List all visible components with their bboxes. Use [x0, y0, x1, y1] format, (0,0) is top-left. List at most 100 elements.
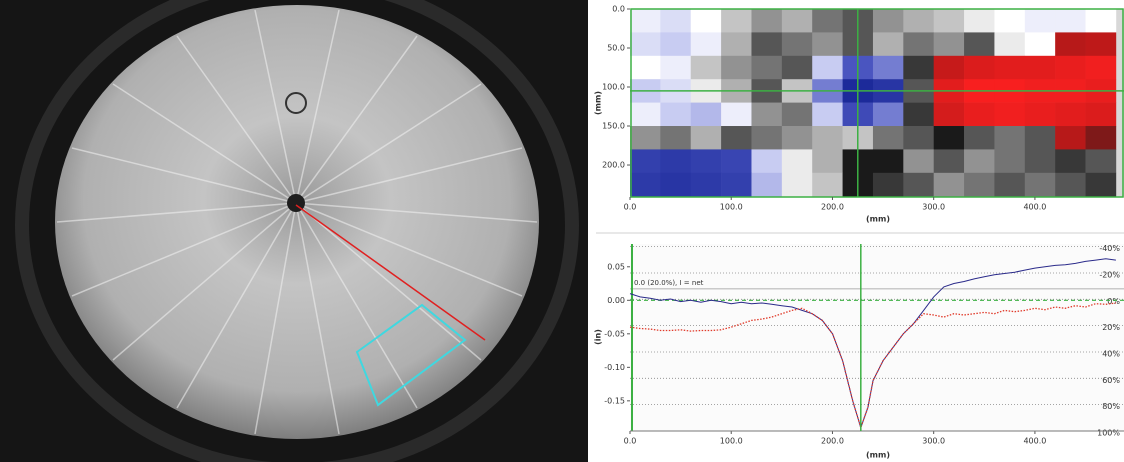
heatmap-cell: [660, 149, 691, 173]
y-tick-label: 0.00: [607, 296, 625, 305]
x-tick-label: 400.0: [1023, 437, 1046, 446]
x-tick-label: 400.0: [1023, 203, 1046, 212]
heatmap-cell: [1086, 56, 1117, 80]
heatmap-cell: [1055, 9, 1086, 33]
heatmap-cell: [630, 103, 661, 127]
heatmap-cell: [691, 9, 722, 33]
heatmap-cell: [751, 173, 782, 197]
heatmap-cell: [630, 32, 661, 56]
heatmap-cell: [994, 173, 1025, 197]
heatmap-cell: [964, 149, 995, 173]
y2-tick-label: 20%: [1102, 323, 1120, 332]
heatmap-cell: [934, 32, 965, 56]
heatmap-cell: [964, 32, 995, 56]
heatmap-cell: [873, 9, 904, 33]
heatmap-cell: [873, 149, 904, 173]
heatmap-cell: [873, 126, 904, 150]
heatmap-cell: [812, 149, 843, 173]
heatmap-cell: [691, 126, 722, 150]
heatmap-cell: [630, 173, 661, 197]
heatmap-cell: [1055, 173, 1086, 197]
x-tick-label: 200.0: [821, 203, 844, 212]
heatmap-cell: [1086, 173, 1117, 197]
heatmap-cell: [782, 149, 813, 173]
x-axis-title: (mm): [866, 451, 890, 460]
heatmap-cell: [812, 32, 843, 56]
heatmap-cell: [934, 126, 965, 150]
heatmap-cell: [1025, 32, 1056, 56]
heatmap-cell: [1086, 126, 1117, 150]
heatmap-cell: [782, 32, 813, 56]
heatmap-cell: [812, 126, 843, 150]
heatmap-cell: [812, 9, 843, 33]
heatmap-cell: [903, 56, 934, 80]
heatmap-cell: [751, 56, 782, 80]
y-tick-label: -0.05: [604, 329, 625, 338]
heatmap-cell: [782, 103, 813, 127]
heatmap-cell: [964, 103, 995, 127]
heatmap-cell: [903, 149, 934, 173]
annotation: 0.0 (20.0%), I = net: [634, 279, 704, 287]
x-tick-label: 300.0: [922, 203, 945, 212]
y-tick-label: 0.05: [607, 262, 625, 271]
heatmap-cell: [1086, 32, 1117, 56]
pipe-photo: [0, 0, 588, 462]
heatmap-cell: [782, 126, 813, 150]
heatmap-cell: [964, 9, 995, 33]
heatmap-cell: [812, 173, 843, 197]
heatmap-cell: [903, 103, 934, 127]
heatmap-cell: [994, 103, 1025, 127]
heatmap-cell: [660, 126, 691, 150]
heatmap-cell: [1055, 126, 1086, 150]
heatmap-cell: [691, 56, 722, 80]
heatmap-cell: [751, 9, 782, 33]
heatmap-cell: [873, 103, 904, 127]
heatmap-cell: [934, 103, 965, 127]
heatmap-cell: [1025, 173, 1056, 197]
heatmap-cell: [751, 32, 782, 56]
heatmap-cell: [873, 32, 904, 56]
y-tick-label: 150.0: [602, 122, 625, 131]
heatmap-cell: [660, 9, 691, 33]
heatmap-cell: [1055, 56, 1086, 80]
heatmap-cell: [934, 173, 965, 197]
y-tick-label: -0.10: [604, 363, 625, 372]
heatmap-cell: [903, 9, 934, 33]
heatmap-cell: [1025, 149, 1056, 173]
y2-tick-label: -20%: [1099, 270, 1120, 279]
heatmap-cell: [630, 9, 661, 33]
heatmap-cell: [903, 173, 934, 197]
heatmap-cell: [1086, 149, 1117, 173]
line-plot-area: [630, 244, 1124, 431]
x-tick-label: 0.0: [624, 203, 637, 212]
heatmap-cell: [994, 56, 1025, 80]
heatmap-cell: [630, 126, 661, 150]
heatmap-cell: [751, 126, 782, 150]
heatmap-cell: [903, 32, 934, 56]
heatmap-cell: [721, 9, 752, 33]
heatmap-cell: [964, 56, 995, 80]
y2-tick-label: 60%: [1102, 376, 1120, 385]
heatmap-cell: [691, 32, 722, 56]
heatmap-cell: [721, 173, 752, 197]
y-tick-label: 0.0: [612, 5, 625, 14]
heatmap-cell: [994, 9, 1025, 33]
heatmap-cell: [721, 126, 752, 150]
y-tick-label: 200.0: [602, 161, 625, 170]
heatmap-cell: [934, 56, 965, 80]
heatmap-cell: [660, 173, 691, 197]
heatmap-cell: [1055, 103, 1086, 127]
heatmap-cell: [751, 103, 782, 127]
x-axis-title: (mm): [866, 215, 890, 224]
heatmap-cell: [782, 9, 813, 33]
y2-tick-label: 80%: [1102, 402, 1120, 411]
heatmap-cell: [1086, 9, 1117, 33]
y2-tick-label: 40%: [1102, 349, 1120, 358]
heatmap-cell: [812, 56, 843, 80]
heatmap-cell: [691, 173, 722, 197]
heatmap-cell: [873, 173, 904, 197]
heatmap-cell: [1025, 56, 1056, 80]
x-tick-label: 200.0: [821, 437, 844, 446]
heatmap-cell: [721, 56, 752, 80]
heatmap-cell: [630, 149, 661, 173]
